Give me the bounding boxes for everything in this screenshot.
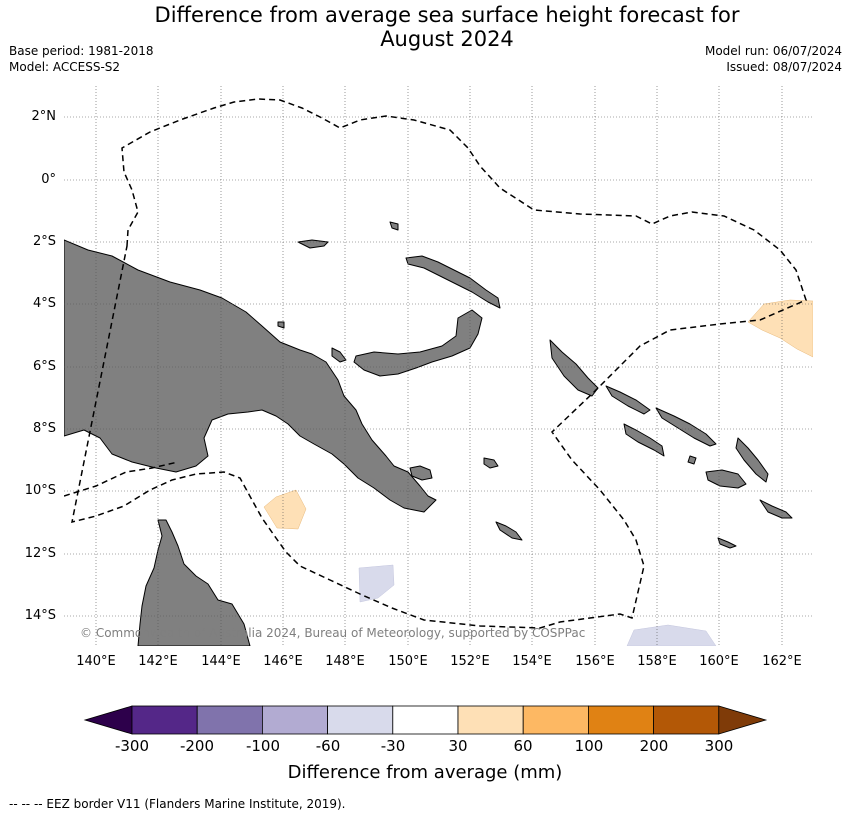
new-britain xyxy=(353,309,483,377)
fergusson-island xyxy=(409,465,433,481)
colorbar-extend-over xyxy=(718,705,768,735)
land-layer xyxy=(64,221,793,646)
lat-tick-8s: 8°S xyxy=(32,421,56,436)
new-georgia xyxy=(623,423,665,457)
malaita xyxy=(735,437,769,483)
colorbar-bin-4 xyxy=(392,705,459,735)
lon-tick-148e: 148°E xyxy=(325,654,365,669)
lon-tick-162e: 162°E xyxy=(762,654,802,669)
new-guinea xyxy=(64,239,437,513)
lon-tick-146e: 146°E xyxy=(263,654,303,669)
colorbar-tick-m60: -60 xyxy=(315,737,341,755)
meta-left: Base period: 1981-2018 Model: ACCESS-S2 xyxy=(9,43,154,75)
eez-png-main xyxy=(71,98,807,629)
colorbar-tick-m200: -200 xyxy=(179,737,215,755)
santa-cruz-islands xyxy=(717,537,737,549)
colorbar-tick-30: 30 xyxy=(448,737,468,755)
lon-tick-154e: 154°E xyxy=(512,654,552,669)
rennell-island xyxy=(687,455,697,465)
eez-legend-footnote: -- -- -- EEZ border V11 (Flanders Marine… xyxy=(9,797,346,811)
title-line-1: Difference from average sea surface heig… xyxy=(154,3,740,27)
new-ireland xyxy=(405,255,501,309)
base-period: Base period: 1981-2018 xyxy=(9,44,154,58)
anomaly-patch-positive-coral-sea xyxy=(263,489,307,530)
lon-tick-156e: 156°E xyxy=(575,654,615,669)
lon-tick-144e: 144°E xyxy=(201,654,241,669)
model-run: Model run: 06/07/2024 xyxy=(704,44,842,58)
colorbar xyxy=(83,705,768,735)
colorbar-bin-5 xyxy=(457,705,524,735)
lat-tick-14s: 14°S xyxy=(24,608,56,623)
anomaly-patch-negative-coral-sea xyxy=(358,564,395,603)
eez-australia-torres xyxy=(64,461,179,497)
colorbar-extend-under xyxy=(83,705,133,735)
colorbar-bin-6 xyxy=(522,705,589,735)
lon-tick-150e: 150°E xyxy=(388,654,428,669)
lat-tick-0: 0° xyxy=(41,172,56,187)
manus-island xyxy=(297,239,329,249)
lon-tick-142e: 142°E xyxy=(138,654,178,669)
anomaly-patch-positive-east xyxy=(747,299,813,358)
model-name: Model: ACCESS-S2 xyxy=(9,60,121,74)
map-area: © Commonwealth of Australia 2024, Bureau… xyxy=(64,86,813,646)
lat-tick-10s: 10°S xyxy=(24,483,56,498)
bismarck-islet-1 xyxy=(389,221,399,231)
louisiade-islands xyxy=(495,521,523,541)
colorbar-tick-m100: -100 xyxy=(245,737,281,755)
umboi-island xyxy=(331,347,347,363)
colorbar-bin-8 xyxy=(653,705,720,735)
colorbar-bin-2 xyxy=(261,705,328,735)
lon-tick-160e: 160°E xyxy=(699,654,739,669)
colorbar-label: Difference from average (mm) xyxy=(287,762,563,783)
colorbar-bin-1 xyxy=(196,705,263,735)
lat-tick-6s: 6°S xyxy=(32,359,56,374)
choiseul xyxy=(605,385,651,415)
woodlark-island xyxy=(483,457,499,469)
colorbar-bins xyxy=(83,705,768,735)
guadalcanal xyxy=(705,469,747,489)
colorbar-bin-3 xyxy=(327,705,394,735)
lon-tick-152e: 152°E xyxy=(450,654,490,669)
colorbar-tick-m300: -300 xyxy=(114,737,150,755)
lat-tick-4s: 4°S xyxy=(32,296,56,311)
anomaly-patch-negative-south xyxy=(626,624,717,646)
bismarck-islet-2 xyxy=(277,321,285,329)
copyright-text: © Commonwealth of Australia 2024, Bureau… xyxy=(80,626,585,640)
colorbar-tick-60: 60 xyxy=(513,737,533,755)
colorbar-bin-0 xyxy=(131,705,198,735)
lat-tick-2n: 2°N xyxy=(31,109,57,124)
lon-tick-140e: 140°E xyxy=(76,654,116,669)
title-line-2: August 2024 xyxy=(380,27,514,51)
issued-date: Issued: 08/07/2024 xyxy=(726,60,842,74)
lat-tick-12s: 12°S xyxy=(24,546,56,561)
lon-tick-158e: 158°E xyxy=(637,654,677,669)
eez-border xyxy=(64,98,807,629)
lat-tick-2s: 2°S xyxy=(32,234,56,249)
chart-title: Difference from average sea surface heig… xyxy=(0,3,850,51)
santa-isabel xyxy=(655,407,717,447)
colorbar-tick-200: 200 xyxy=(639,737,669,755)
gridlines xyxy=(64,86,813,646)
meta-right: Model run: 06/07/2024 Issued: 08/07/2024 xyxy=(705,43,842,75)
colorbar-tick-100: 100 xyxy=(574,737,604,755)
colorbar-tick-300: 300 xyxy=(704,737,734,755)
colorbar-bin-7 xyxy=(587,705,654,735)
makira xyxy=(759,499,793,519)
cape-york-peninsula xyxy=(137,519,251,646)
colorbar-tick-m30: -30 xyxy=(380,737,406,755)
